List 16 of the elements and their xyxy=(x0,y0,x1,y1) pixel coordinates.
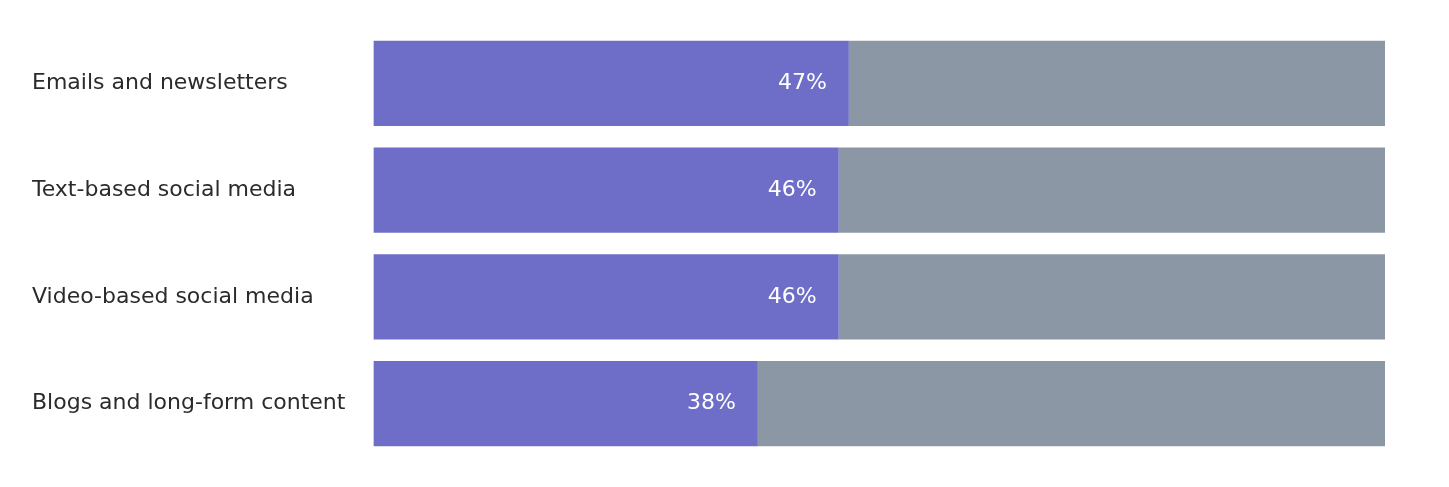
bar xyxy=(838,254,1385,340)
data-label: 46% xyxy=(767,282,817,308)
bar xyxy=(373,147,839,233)
y-tick-label: Emails and newsletters xyxy=(32,69,288,95)
bar xyxy=(757,360,1385,447)
data-label: 46% xyxy=(767,175,817,201)
y-tick-label: Video-based social media xyxy=(32,282,314,308)
data-label: 38% xyxy=(686,389,736,415)
data-label: 47% xyxy=(777,69,827,95)
y-tick-label: Text-based social media xyxy=(31,175,297,201)
bar xyxy=(373,40,849,127)
bar xyxy=(848,40,1385,127)
y-tick-label: Blogs and long-form content xyxy=(32,389,346,415)
bar xyxy=(373,254,839,340)
bar xyxy=(373,360,758,447)
bar xyxy=(838,147,1385,233)
